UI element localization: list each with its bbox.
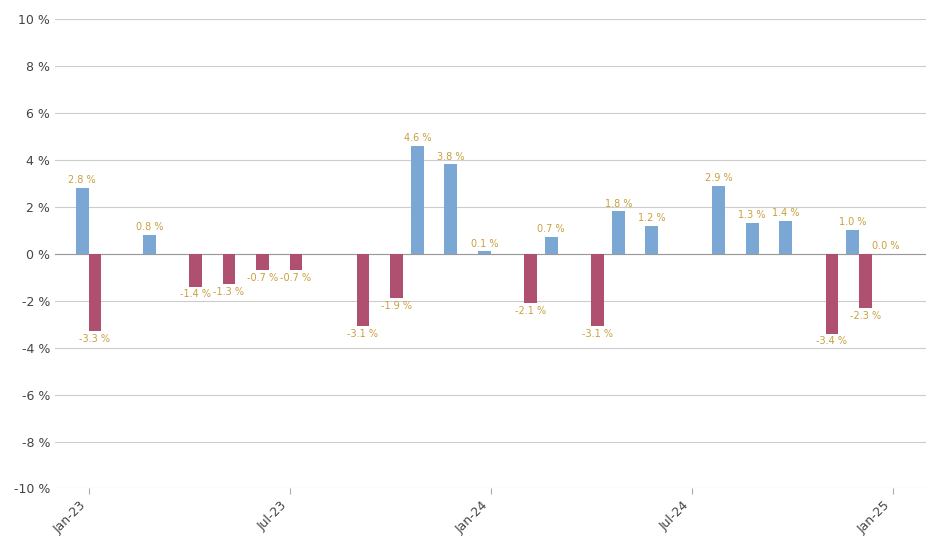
Bar bbox=[445, 164, 457, 254]
Text: 2.9 %: 2.9 % bbox=[705, 173, 732, 183]
Text: 1.0 %: 1.0 % bbox=[839, 217, 867, 227]
Text: 2.8 %: 2.8 % bbox=[69, 175, 96, 185]
Bar bbox=[88, 254, 102, 331]
Bar bbox=[545, 237, 557, 254]
Text: 1.3 %: 1.3 % bbox=[739, 210, 766, 221]
Text: -1.4 %: -1.4 % bbox=[180, 289, 211, 299]
Bar bbox=[411, 146, 424, 254]
Bar bbox=[290, 254, 303, 270]
Text: -3.1 %: -3.1 % bbox=[582, 329, 613, 339]
Text: 0.7 %: 0.7 % bbox=[538, 224, 565, 234]
Bar bbox=[779, 221, 792, 254]
Text: 1.8 %: 1.8 % bbox=[604, 199, 632, 208]
Bar bbox=[612, 211, 624, 254]
Bar bbox=[859, 254, 871, 307]
Text: -3.4 %: -3.4 % bbox=[817, 337, 848, 346]
Bar bbox=[646, 226, 658, 254]
Text: 0.0 %: 0.0 % bbox=[872, 241, 900, 251]
Bar bbox=[356, 254, 369, 327]
Text: -3.3 %: -3.3 % bbox=[80, 334, 111, 344]
Text: -3.1 %: -3.1 % bbox=[348, 329, 379, 339]
Bar bbox=[390, 254, 403, 298]
Text: -0.7 %: -0.7 % bbox=[280, 273, 311, 283]
Text: 0.8 %: 0.8 % bbox=[135, 222, 163, 232]
Text: -1.9 %: -1.9 % bbox=[381, 301, 412, 311]
Text: 1.2 %: 1.2 % bbox=[638, 213, 666, 223]
Text: -0.7 %: -0.7 % bbox=[247, 273, 278, 283]
Bar bbox=[189, 254, 202, 287]
Text: 4.6 %: 4.6 % bbox=[403, 133, 431, 143]
Bar bbox=[223, 254, 235, 284]
Bar bbox=[846, 230, 859, 254]
Text: 1.4 %: 1.4 % bbox=[772, 208, 800, 218]
Bar bbox=[713, 185, 725, 254]
Text: -2.3 %: -2.3 % bbox=[850, 311, 881, 321]
Bar bbox=[478, 251, 491, 254]
Bar bbox=[825, 254, 838, 333]
Text: 3.8 %: 3.8 % bbox=[437, 152, 464, 162]
Text: -1.3 %: -1.3 % bbox=[213, 287, 244, 297]
Text: -2.1 %: -2.1 % bbox=[515, 306, 546, 316]
Bar bbox=[591, 254, 603, 327]
Bar bbox=[256, 254, 269, 270]
Bar bbox=[525, 254, 537, 303]
Text: 0.1 %: 0.1 % bbox=[471, 239, 498, 249]
Bar bbox=[143, 235, 156, 254]
Bar bbox=[76, 188, 88, 254]
Bar bbox=[745, 223, 759, 254]
